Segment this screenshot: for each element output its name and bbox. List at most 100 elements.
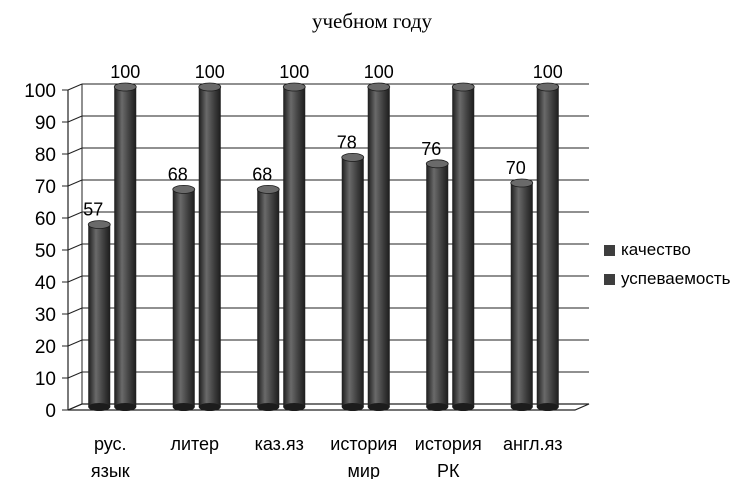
bar-body [257, 189, 280, 407]
y-tick-label: 80 [35, 145, 56, 166]
gridline-depth [67, 147, 83, 155]
bar-base [257, 403, 280, 411]
bar-top [87, 220, 111, 230]
bar-top [451, 82, 475, 92]
gridline-depth [67, 83, 83, 91]
bar-base [536, 403, 559, 411]
data-label: 57 [83, 200, 103, 220]
data-label: 68 [252, 164, 272, 184]
bar-top [113, 82, 137, 92]
bar-top [367, 82, 391, 92]
bar-top [172, 184, 196, 194]
bar-uspevaemost [451, 82, 475, 411]
bar-body [172, 189, 195, 407]
grid [62, 83, 590, 411]
bar-kachestvo [425, 159, 449, 411]
bar-base [114, 403, 137, 411]
legend: качество успеваемость [604, 240, 731, 288]
bar-top [536, 82, 560, 92]
gridline-depth [67, 371, 83, 379]
bar-top [341, 152, 365, 162]
y-tick-label: 70 [35, 177, 56, 198]
bar-base [283, 403, 306, 411]
x-tick-label: рус. [94, 434, 127, 454]
gridline-depth [67, 275, 83, 283]
bar-kachestvo [172, 184, 196, 411]
bars [87, 82, 560, 411]
y-tick-label: 50 [35, 241, 56, 262]
bar-kachestvo [510, 178, 534, 411]
y-tick-label: 100 [24, 81, 56, 102]
x-tick-label: литер [170, 434, 219, 454]
data-label: 100 [279, 62, 309, 82]
data-label: 100 [533, 62, 563, 82]
bar-base [172, 403, 195, 411]
bar-body [341, 157, 364, 407]
labels: 0 10 20 30 40 50 60 70 80 90 100 57 100 рус. язык 68 100… [24, 62, 562, 479]
bar-kachestvo [256, 184, 280, 411]
legend-label: успеваемость [621, 269, 731, 288]
y-tick-label: 90 [35, 113, 56, 134]
bar-body [426, 163, 449, 407]
bar-base [426, 403, 449, 411]
bar-body [536, 87, 559, 407]
y-tick-label: 40 [35, 273, 56, 294]
bar-body [88, 224, 111, 407]
bar-uspevaemost [282, 82, 306, 411]
bar-body [367, 87, 390, 407]
bar-uspevaemost [367, 82, 391, 411]
legend-swatch [604, 245, 615, 256]
data-label: 76 [421, 139, 441, 159]
bar-kachestvo [341, 152, 365, 411]
y-tick-label: 10 [35, 369, 56, 390]
bar-uspevaemost [113, 82, 137, 411]
legend-label: качество [621, 240, 691, 259]
data-label: 100 [364, 62, 394, 82]
data-label: 70 [506, 158, 526, 178]
bar-top [282, 82, 306, 92]
gridline-depth [67, 115, 83, 123]
gridline-depth [67, 307, 83, 315]
x-tick-label: каз.яз [255, 434, 304, 454]
x-tick-label: англ.яз [503, 434, 563, 454]
bar-top [256, 184, 280, 194]
bar-base [341, 403, 364, 411]
data-label: 100 [110, 62, 140, 82]
bar-top [425, 159, 449, 169]
bar-body [198, 87, 221, 407]
y-tick-label: 20 [35, 337, 56, 358]
x-tick-label: мир [348, 461, 380, 479]
bar-base [452, 403, 475, 411]
bar-body [283, 87, 306, 407]
x-tick-label: история [330, 434, 397, 454]
gridline-depth [67, 211, 83, 219]
bar-base [367, 403, 390, 411]
floor [67, 403, 590, 411]
bar-uspevaemost [536, 82, 560, 411]
gridline-depth [67, 243, 83, 251]
y-tick-label: 0 [45, 401, 56, 422]
gridline-depth [67, 179, 83, 187]
bar-uspevaemost [198, 82, 222, 411]
x-tick-label: РК [437, 461, 460, 479]
bar-body [510, 183, 533, 407]
data-label: 100 [195, 62, 225, 82]
data-label: 68 [168, 164, 188, 184]
chart-title: учебном году [312, 9, 433, 33]
bar-base [510, 403, 533, 411]
bar-body [114, 87, 137, 407]
bar-kachestvo [87, 220, 111, 411]
data-label: 78 [337, 132, 357, 152]
y-tick-label: 30 [35, 305, 56, 326]
x-tick-label: язык [91, 461, 130, 479]
bar-base [198, 403, 221, 411]
bar-body [452, 87, 475, 407]
y-tick-label: 60 [35, 209, 56, 230]
bar-top [510, 178, 534, 188]
legend-swatch [604, 274, 615, 285]
bar-base [88, 403, 111, 411]
bar-top [198, 82, 222, 92]
gridline-depth [67, 339, 83, 347]
